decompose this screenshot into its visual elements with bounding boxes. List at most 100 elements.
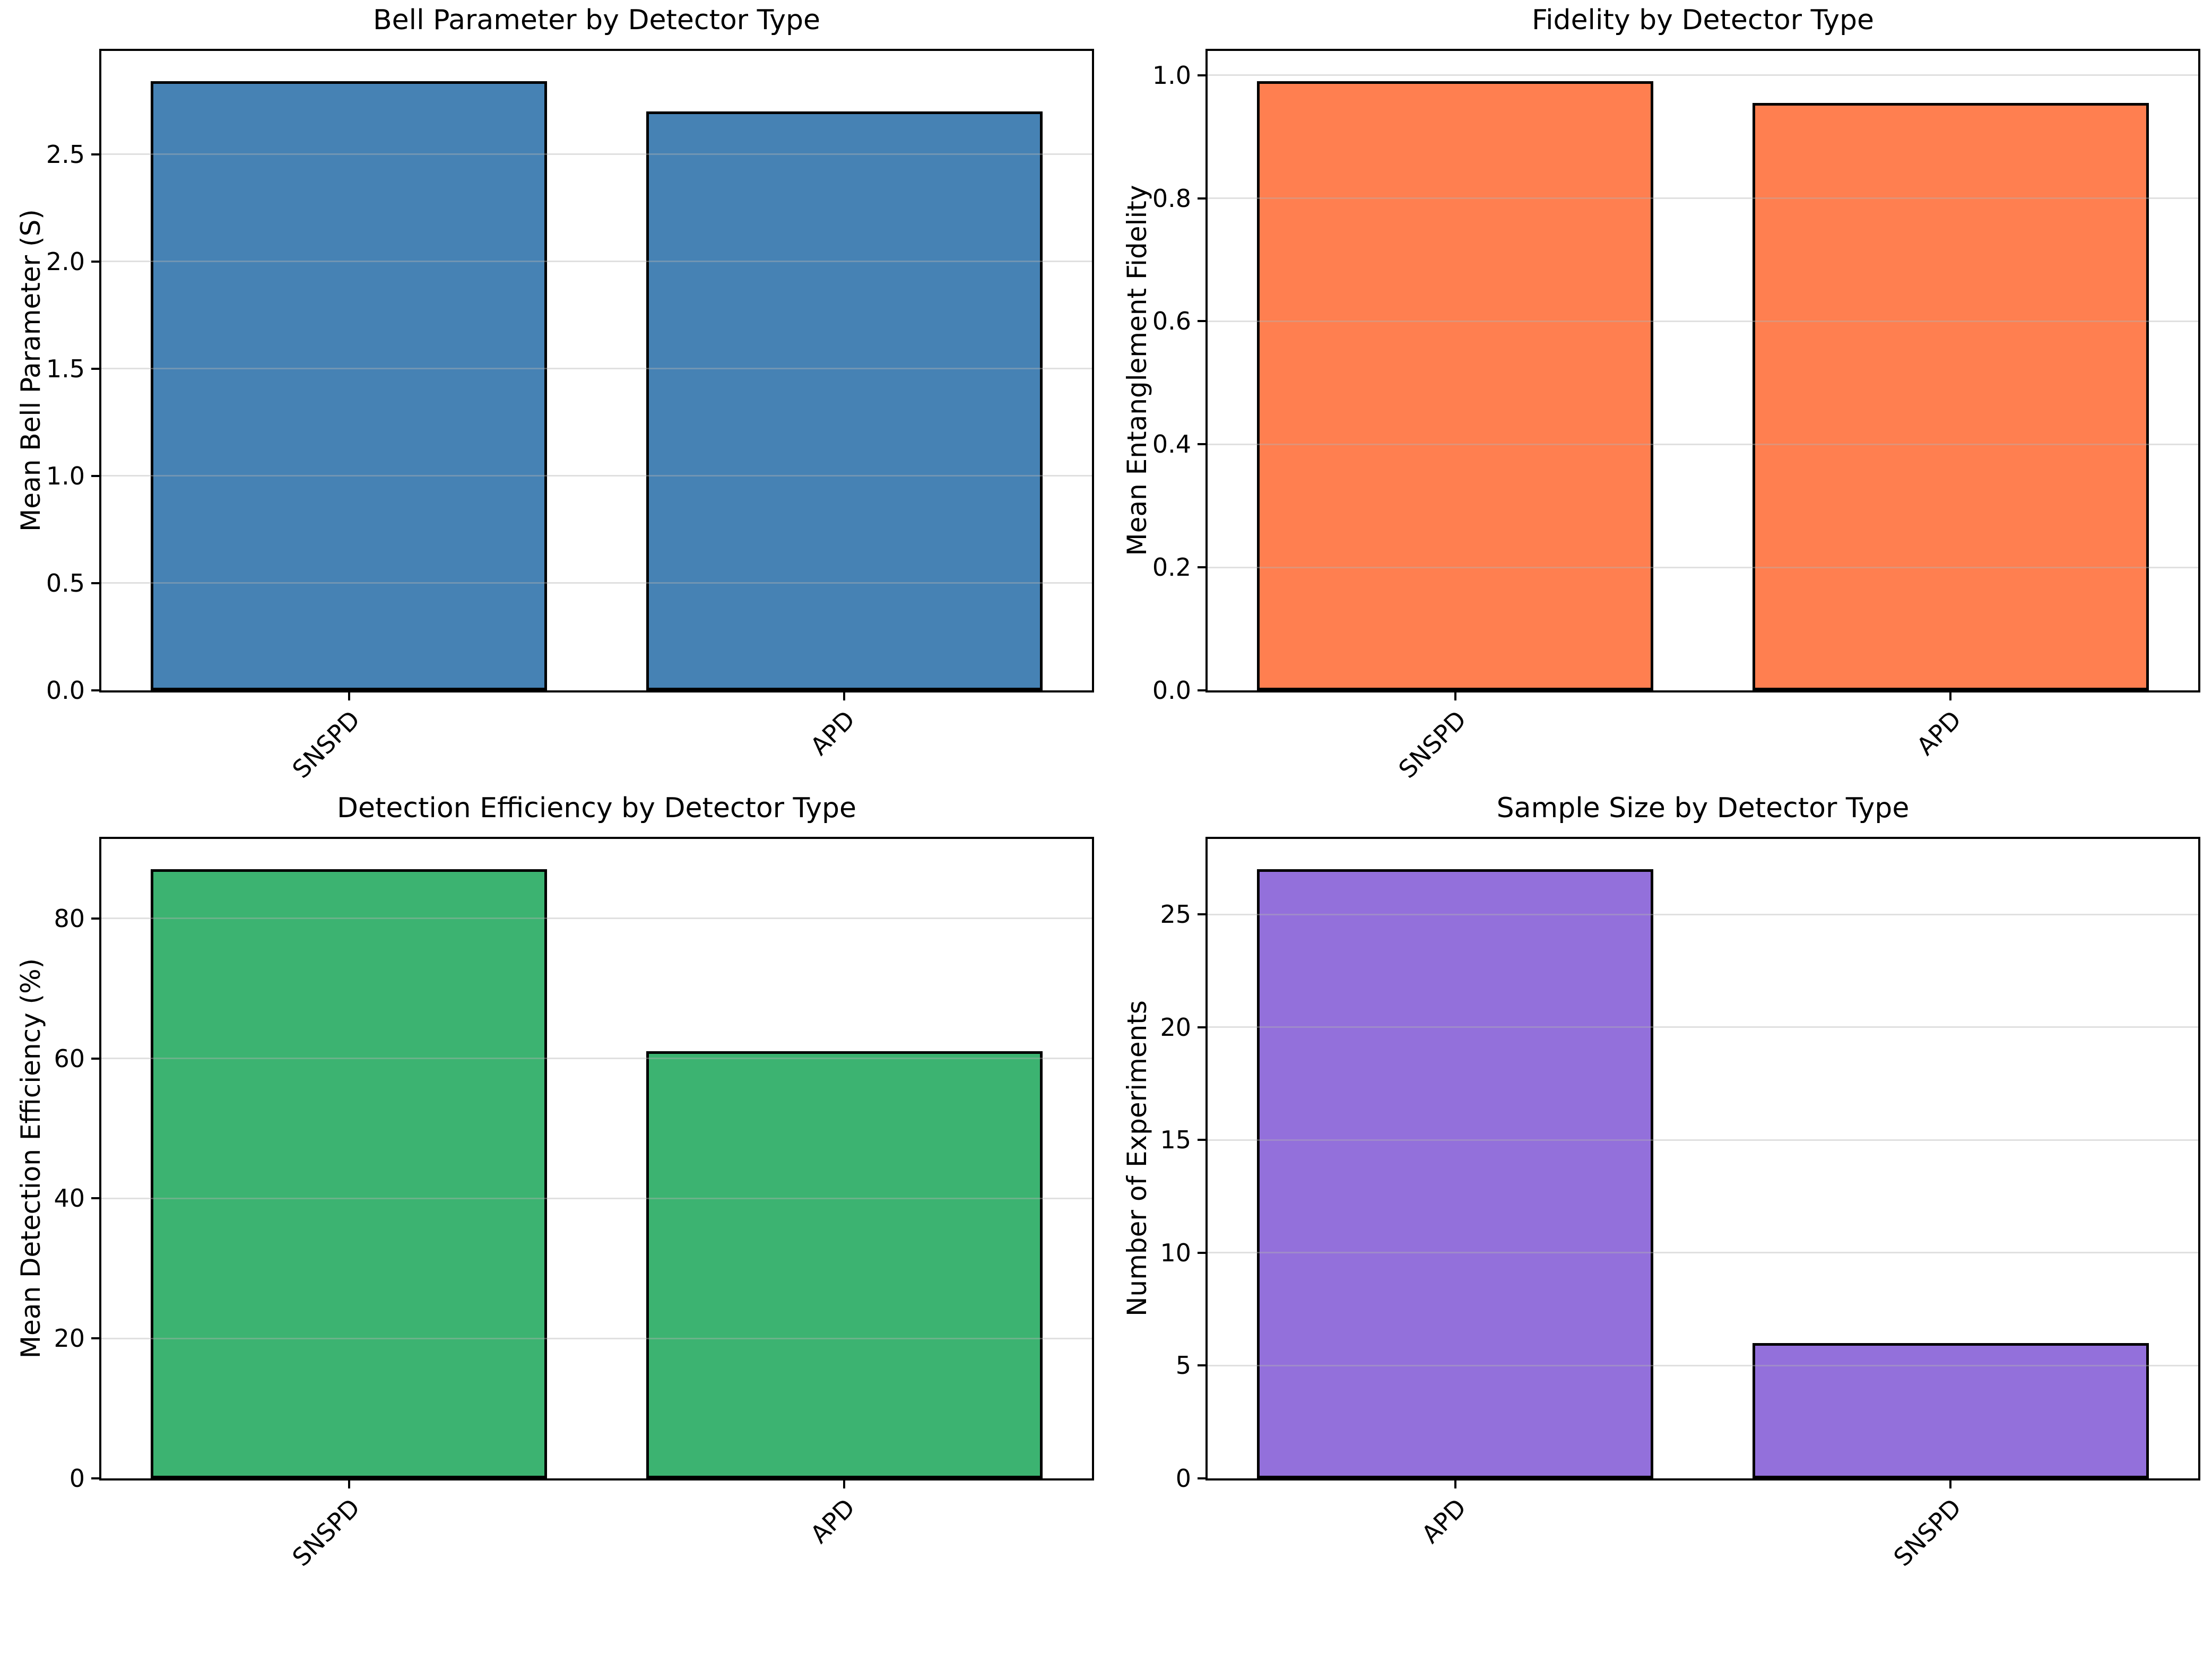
- chart-title: Bell Parameter by Detector Type: [372, 4, 821, 36]
- x-tick-mark: [843, 1480, 846, 1488]
- y-tick-mark: [91, 1057, 99, 1060]
- gridline: [1208, 1364, 2198, 1366]
- gridline: [101, 1197, 1092, 1199]
- y-tick-mark: [1198, 443, 1205, 446]
- gridline: [1208, 74, 2198, 76]
- subplot-detection-efficiency: Detection Efficiency by Detector Type Me…: [0, 788, 1106, 1576]
- y-tick-mark: [91, 367, 99, 370]
- plot-area: [99, 837, 1094, 1480]
- subplot-fidelity: Fidelity by Detector Type Mean Entanglem…: [1106, 0, 2212, 788]
- y-tick-label: 0.2: [1152, 553, 1191, 582]
- bar-snspd: [151, 869, 548, 1478]
- y-tick-label: 5: [1175, 1351, 1191, 1380]
- bar-snspd: [1752, 1343, 2149, 1478]
- y-tick-mark: [91, 153, 99, 155]
- y-tick-label: 0.0: [1152, 676, 1191, 705]
- x-tick-mark: [1949, 692, 1952, 700]
- y-tick-label: 2.5: [46, 140, 85, 169]
- y-tick-mark: [91, 917, 99, 920]
- y-tick-mark: [1198, 1364, 1205, 1367]
- y-tick-mark: [91, 260, 99, 263]
- x-tick-mark: [1949, 1480, 1952, 1488]
- y-tick-mark: [91, 1197, 99, 1200]
- y-tick-label: 2.0: [46, 247, 85, 276]
- y-axis-label: Number of Experiments: [1122, 1000, 1152, 1317]
- y-tick-mark: [1198, 1139, 1205, 1141]
- y-tick-mark: [1198, 1026, 1205, 1028]
- y-tick-label: 0.6: [1152, 307, 1191, 336]
- plot-area: [1205, 49, 2200, 692]
- x-tick-mark: [1454, 692, 1456, 700]
- y-tick-mark: [1198, 1251, 1205, 1254]
- gridline: [101, 917, 1092, 920]
- bar-apd: [1752, 102, 2149, 690]
- x-tick-mark: [1454, 1480, 1456, 1488]
- gridline: [1208, 443, 2198, 445]
- chart-title: Detection Efficiency by Detector Type: [336, 792, 856, 824]
- gridline: [101, 368, 1092, 370]
- y-tick-label: 0.8: [1152, 184, 1191, 213]
- x-tick-label: SNSPD: [287, 1493, 366, 1572]
- chart-title: Sample Size by Detector Type: [1496, 792, 1910, 824]
- subplot-sample-size: Sample Size by Detector Type Number of E…: [1106, 788, 2212, 1576]
- gridline: [1208, 913, 2198, 915]
- gridline: [101, 261, 1092, 263]
- gridline: [101, 582, 1092, 584]
- gridline: [1208, 197, 2198, 200]
- x-tick-mark: [348, 1480, 350, 1488]
- y-tick-label: 20: [1160, 1012, 1191, 1042]
- y-tick-mark: [91, 474, 99, 477]
- y-tick-mark: [1198, 320, 1205, 323]
- y-tick-label: 1.0: [46, 461, 85, 490]
- x-tick-mark: [348, 692, 350, 700]
- y-tick-label: 0: [69, 1464, 85, 1493]
- y-tick-label: 40: [54, 1184, 85, 1213]
- y-tick-mark: [1198, 1477, 1205, 1479]
- gridline: [101, 1337, 1092, 1339]
- gridline: [1208, 1252, 2198, 1254]
- y-tick-label: 1.5: [46, 354, 85, 383]
- y-tick-label: 80: [54, 904, 85, 933]
- y-tick-label: 0.5: [46, 568, 85, 598]
- y-tick-mark: [91, 1337, 99, 1340]
- y-tick-label: 0: [1175, 1464, 1191, 1493]
- plot-area: [1205, 837, 2200, 1480]
- bar-snspd: [151, 81, 548, 690]
- gridline: [1208, 1026, 2198, 1028]
- y-tick-mark: [91, 1477, 99, 1479]
- y-tick-label: 60: [54, 1044, 85, 1073]
- x-tick-mark: [843, 692, 846, 700]
- gridline: [1208, 320, 2198, 322]
- x-tick-label: SNSPD: [1888, 1493, 1967, 1572]
- x-tick-label: APD: [1416, 1493, 1472, 1549]
- gridline: [101, 1058, 1092, 1060]
- plot-area: [99, 49, 1094, 692]
- y-tick-label: 15: [1160, 1125, 1191, 1155]
- y-tick-mark: [1198, 689, 1205, 691]
- y-tick-label: 10: [1160, 1238, 1191, 1267]
- y-tick-mark: [91, 582, 99, 584]
- gridline: [101, 153, 1092, 155]
- gridline: [1208, 566, 2198, 568]
- y-tick-mark: [1198, 566, 1205, 569]
- bar-apd: [646, 111, 1043, 690]
- bar-apd: [1257, 869, 1654, 1478]
- y-tick-label: 0.4: [1152, 430, 1191, 459]
- bar-apd: [646, 1051, 1043, 1478]
- y-tick-mark: [1198, 913, 1205, 916]
- y-tick-label: 25: [1160, 900, 1191, 929]
- x-tick-label: APD: [804, 1493, 861, 1549]
- y-tick-mark: [1198, 197, 1205, 200]
- y-axis-label: Mean Detection Efficiency (%): [15, 958, 46, 1359]
- y-tick-mark: [91, 689, 99, 691]
- figure: { "figure": { "background_color": "#ffff…: [0, 0, 2212, 1576]
- bar-snspd: [1257, 81, 1654, 690]
- y-tick-mark: [1198, 74, 1205, 76]
- y-tick-label: 1.0: [1152, 60, 1191, 90]
- y-axis-label: Mean Entanglement Fidelity: [1122, 185, 1152, 556]
- subplot-bell-parameter: Bell Parameter by Detector Type Mean Bel…: [0, 0, 1106, 788]
- gridline: [101, 475, 1092, 477]
- y-tick-label: 20: [54, 1324, 85, 1353]
- chart-title: Fidelity by Detector Type: [1531, 4, 1875, 36]
- gridline: [1208, 1139, 2198, 1141]
